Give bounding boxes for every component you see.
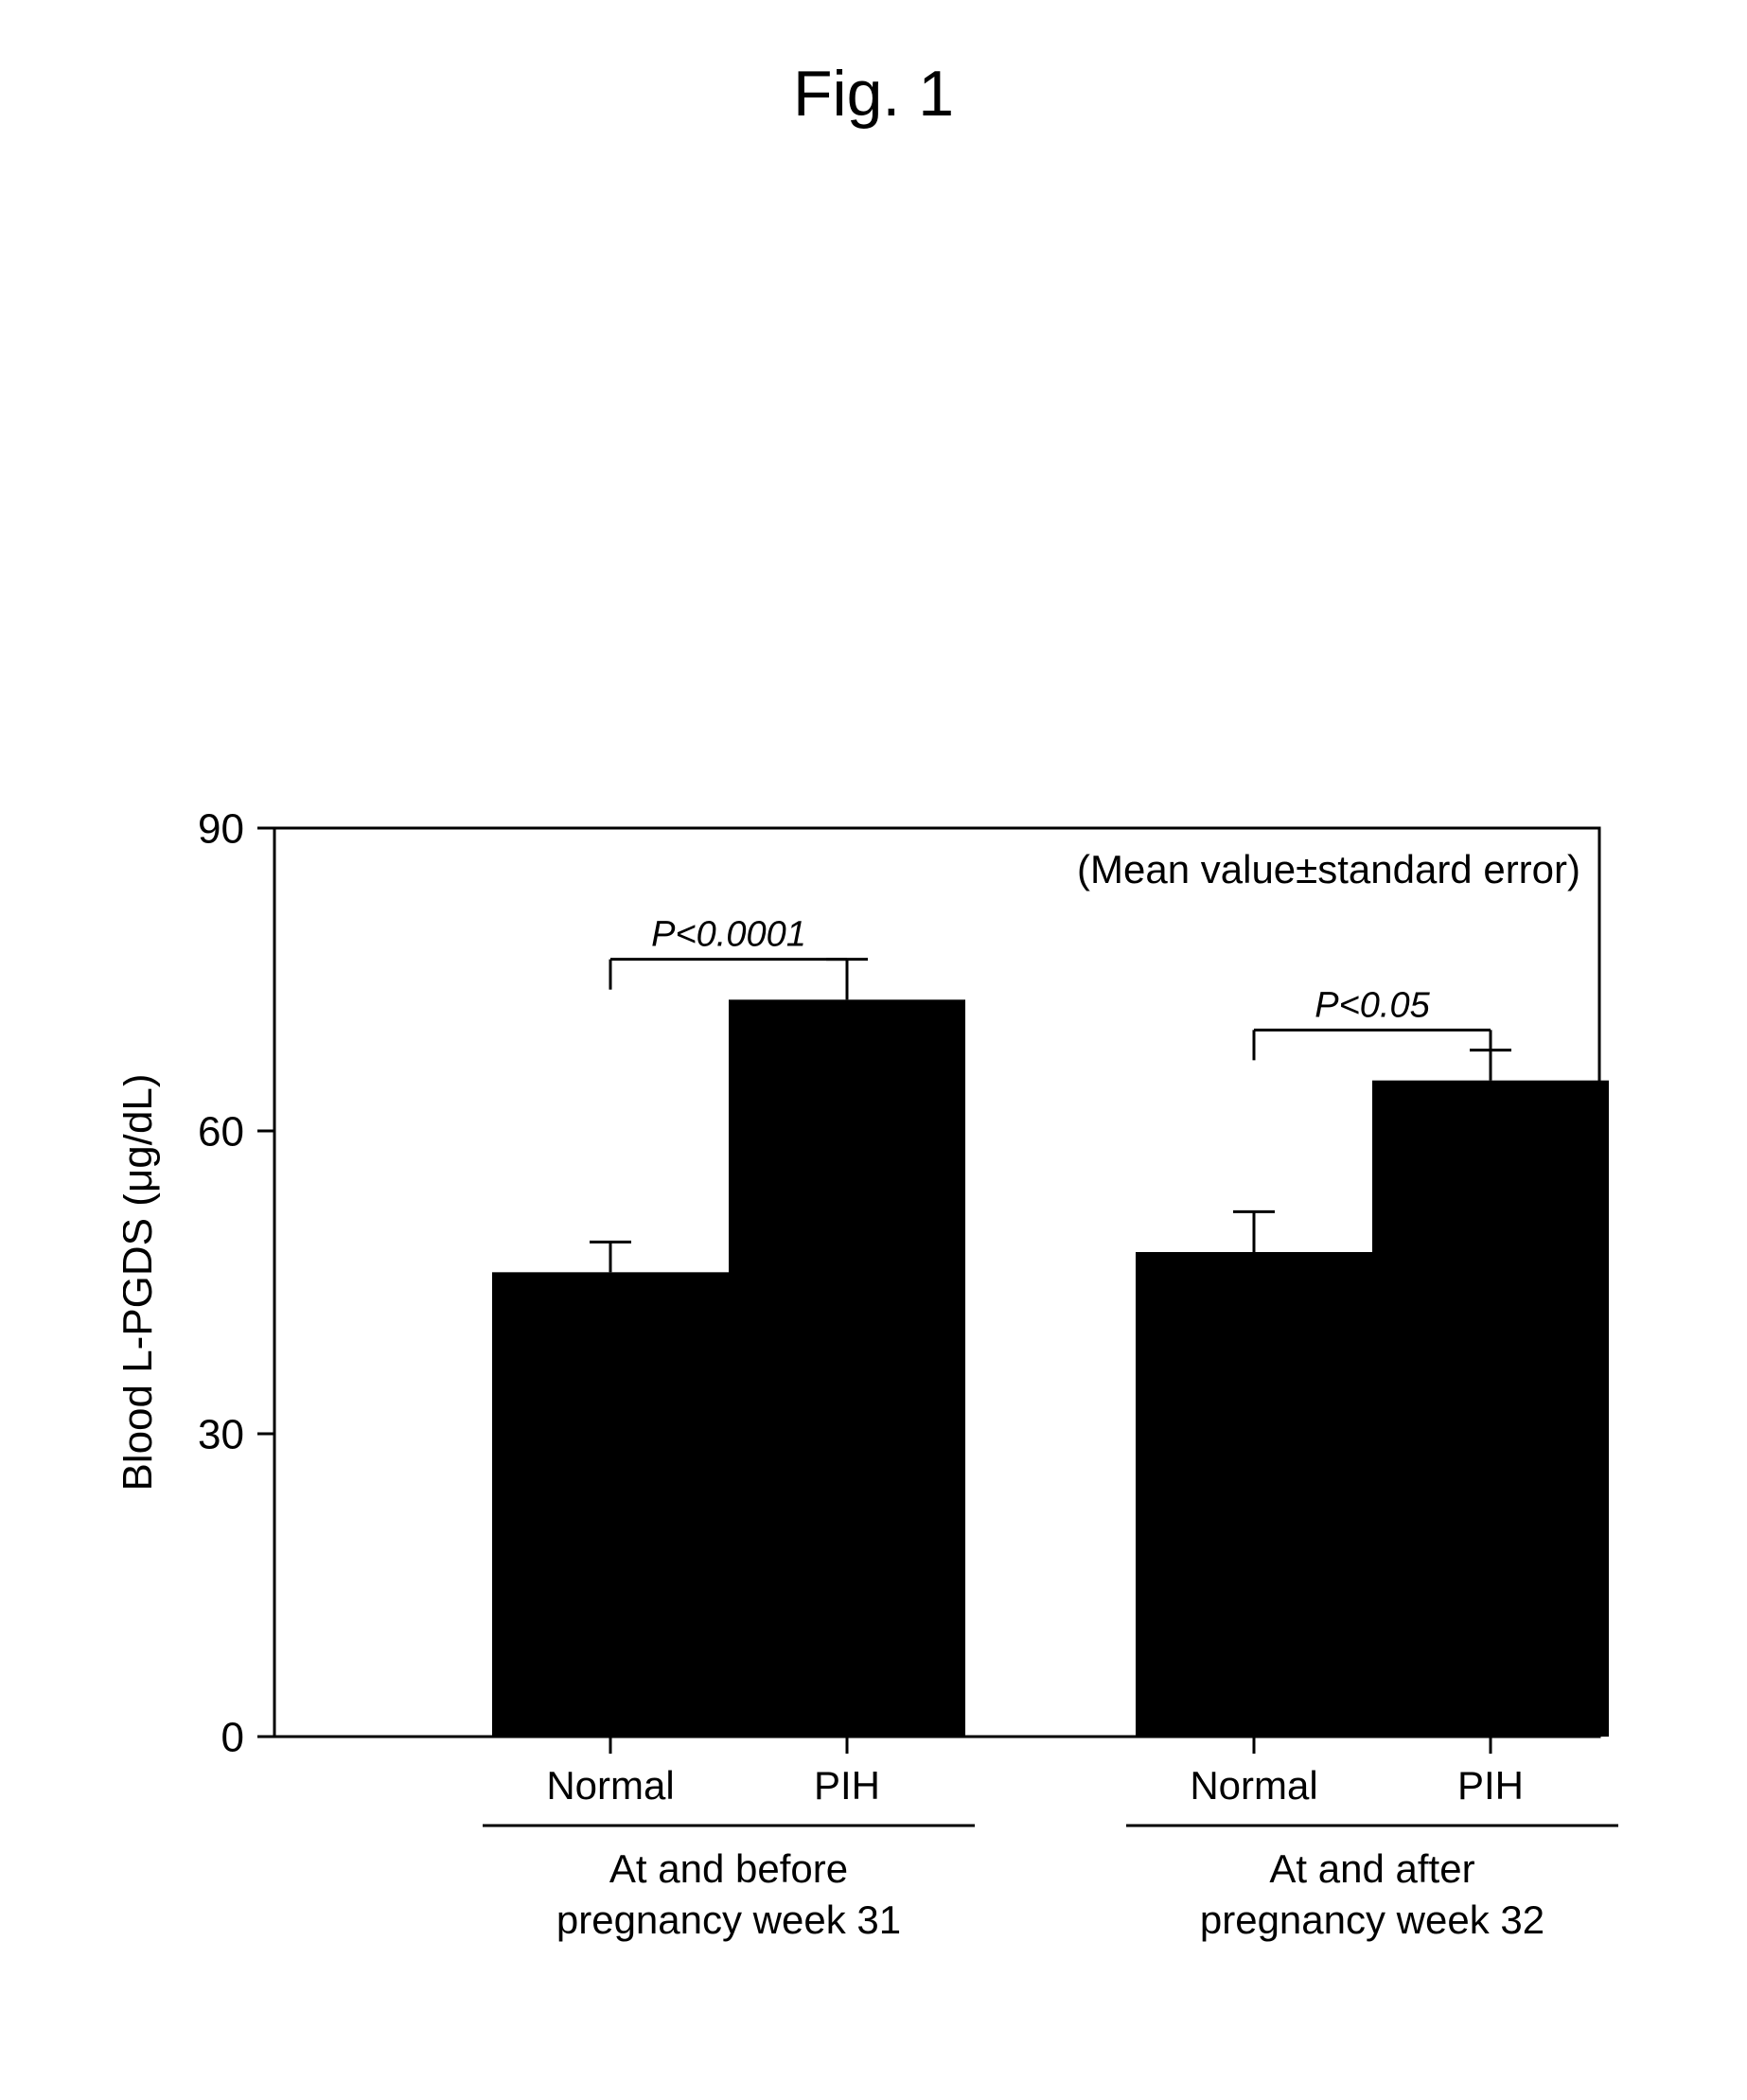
bar-chart: 0 30 60 90 Blood L-PGDS (μg/dL) Normal PIH At a… xyxy=(123,809,1656,2058)
y-tick-label: 0 xyxy=(221,1714,244,1760)
group-label-line1: At and before xyxy=(609,1846,848,1891)
significance-label: P<0.05 xyxy=(1315,985,1430,1025)
page: Fig. 1 0 30 60 90 Blood L-PGDS (μg/dL) Normal… xyxy=(0,0,1747,2100)
y-axis-label: Blood L-PGDS (μg/dL) xyxy=(123,1073,161,1491)
group-label-line1: At and after xyxy=(1269,1846,1474,1891)
annotation-mean-se: (Mean value±standard error) xyxy=(1077,847,1580,891)
bar xyxy=(492,1272,729,1737)
chart-container: 0 30 60 90 Blood L-PGDS (μg/dL) Normal PIH At a… xyxy=(123,809,1656,2058)
group-label-line2: pregnancy week 31 xyxy=(556,1897,901,1942)
bar xyxy=(1136,1252,1372,1737)
significance-label: P<0.0001 xyxy=(651,915,806,955)
bar-label: PIH xyxy=(1457,1763,1524,1808)
y-tick-label: 30 xyxy=(198,1411,244,1457)
bar xyxy=(1372,1081,1609,1737)
bar-label: PIH xyxy=(814,1763,880,1808)
y-tick-label: 90 xyxy=(198,809,244,852)
y-tick-label: 60 xyxy=(198,1108,244,1155)
bar-label: Normal xyxy=(1190,1763,1317,1808)
bar-label: Normal xyxy=(546,1763,674,1808)
bar xyxy=(729,999,965,1737)
group-label-line2: pregnancy week 32 xyxy=(1200,1897,1544,1942)
figure-title: Fig. 1 xyxy=(0,57,1747,131)
